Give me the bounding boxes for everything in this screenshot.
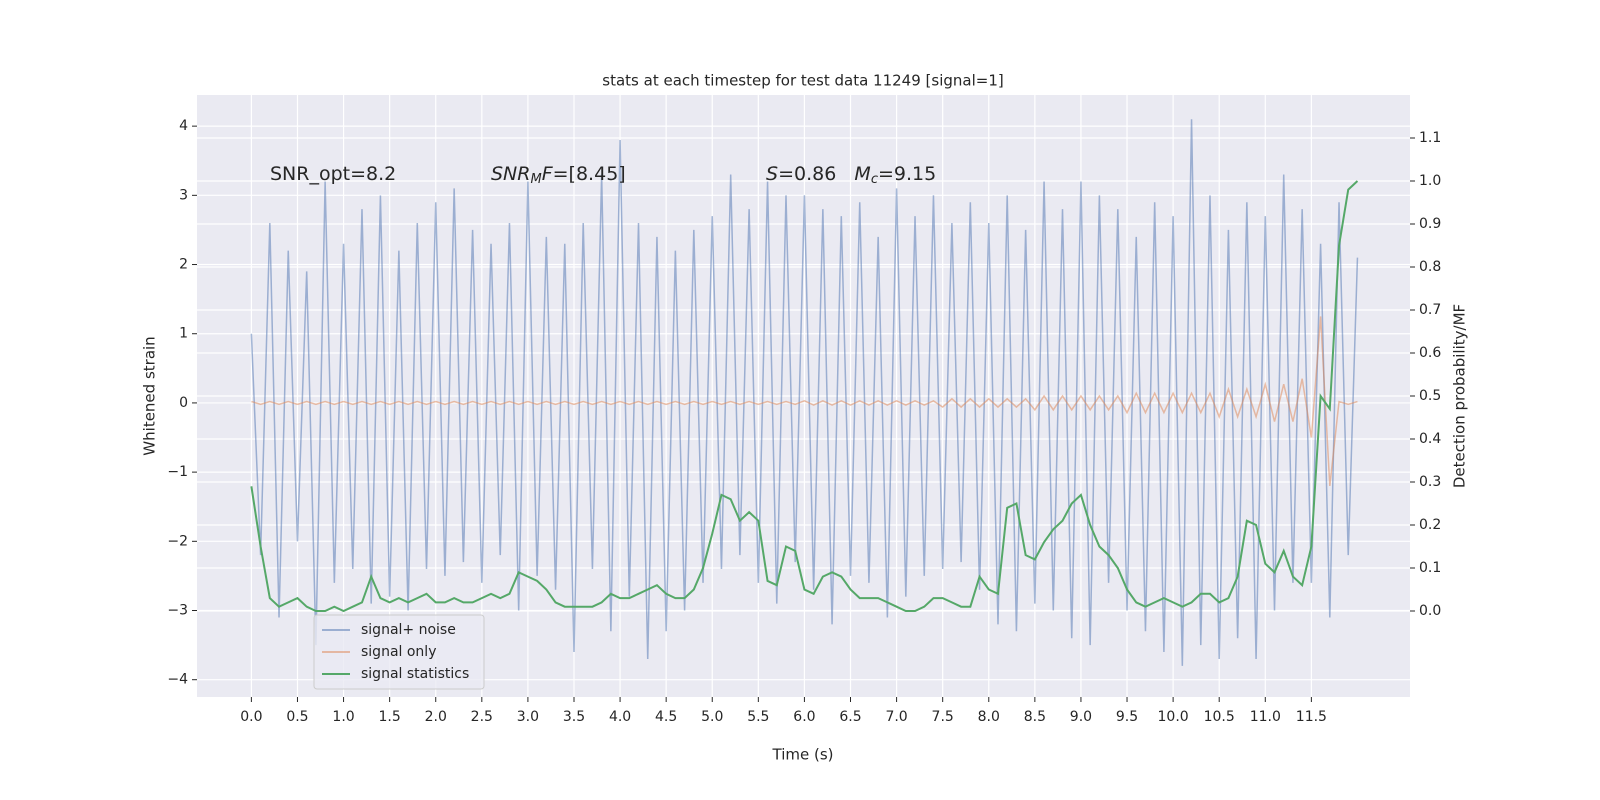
legend-box [313,614,485,690]
x-tick-label: 6.5 [839,709,861,725]
y-tick-label: 0 [179,395,188,411]
x-tick-label: 0.5 [286,709,308,725]
y-tick-label: −3 [167,603,188,619]
marks [250,119,1359,666]
annotation-part: M [854,163,870,185]
y2-tick-label: 0.4 [1419,431,1441,447]
y2-tick-label: 1.0 [1419,173,1441,189]
y2-tick-label: 0.7 [1419,302,1441,318]
y-tick-label: 4 [179,118,188,134]
x-tick-label: 0.0 [240,709,262,725]
y2-tick-label: 0.0 [1419,603,1441,619]
annotation-part: =0.86 [778,163,854,185]
x-tick-label: 6.0 [793,709,815,725]
annotation-part: SNR_opt=8.2 [270,163,396,185]
x-tick-label: 8.0 [978,709,1000,725]
x-tick-label: 2.5 [471,709,493,725]
y-tick-label: −1 [167,464,188,480]
legend-label: signal only [361,644,436,660]
series-line [250,119,1359,666]
annotation: S=0.86 Mc=9.15 [766,163,936,187]
y2-tick-label: 0.6 [1419,345,1441,361]
y-tick-label: 2 [179,257,188,273]
x-tick-label: 4.0 [609,709,631,725]
annotation-part: =9.15 [878,163,936,185]
y-tick-label: 3 [179,187,188,203]
annotation: SNR_opt=8.2 [270,163,396,185]
y2-tick-label: 0.9 [1419,216,1441,232]
x-tick-label: 1.5 [379,709,401,725]
y-axis-label: Whitened strain [141,336,159,455]
x-tick-label: 4.5 [655,709,677,725]
x-tick-label: 3.5 [563,709,585,725]
x-tick-label: 2.0 [425,709,447,725]
x-tick-label: 11.0 [1250,709,1281,725]
x-tick-label: 1.0 [332,709,354,725]
x-tick-label: 7.0 [885,709,907,725]
y2-tick-label: 0.3 [1419,474,1441,490]
chart-title: stats at each timestep for test data 112… [602,72,1003,90]
y2-tick-label: 0.1 [1419,560,1441,576]
x-tick-label: 5.0 [701,709,723,725]
legend: signal+ noise signal only signal statistic… [313,614,485,690]
series-line [250,180,1359,613]
x-tick-label: 10.0 [1158,709,1189,725]
annotation-part: c [871,172,878,187]
x-tick-label: 9.0 [1070,709,1092,725]
annotation-part: F [542,163,554,185]
x-tick-label: 5.5 [747,709,769,725]
annotation-part: S [766,163,778,185]
x-tick-label: 10.5 [1204,709,1235,725]
annotation: SNRMF=[8.45] [491,163,626,187]
legend-label: signal+ noise [361,622,456,638]
y-tick-label: −2 [167,533,188,549]
y-tick-label: −4 [167,672,188,688]
y2-tick-label: 0.2 [1419,517,1441,533]
x-axis-label: Time (s) [772,746,834,764]
x-tick-label: 11.5 [1296,709,1327,725]
annotation-part: =[8.45] [553,163,626,185]
y2-axis-label: Detection probability/MF [1451,304,1469,488]
annotation-part: SNR [491,163,530,185]
series-line [251,316,1358,487]
y-tick-label: 1 [179,326,188,342]
y2-tick-label: 0.8 [1419,259,1441,275]
annotation-part: M [530,172,541,187]
x-tick-label: 3.0 [517,709,539,725]
y2-tick-label: 0.5 [1419,388,1441,404]
y2-tick-label: 1.1 [1419,130,1441,146]
x-tick-label: 8.5 [1024,709,1046,725]
x-tick-label: 7.5 [932,709,954,725]
legend-label: signal statistics [361,666,469,682]
x-tick-label: 9.5 [1116,709,1138,725]
